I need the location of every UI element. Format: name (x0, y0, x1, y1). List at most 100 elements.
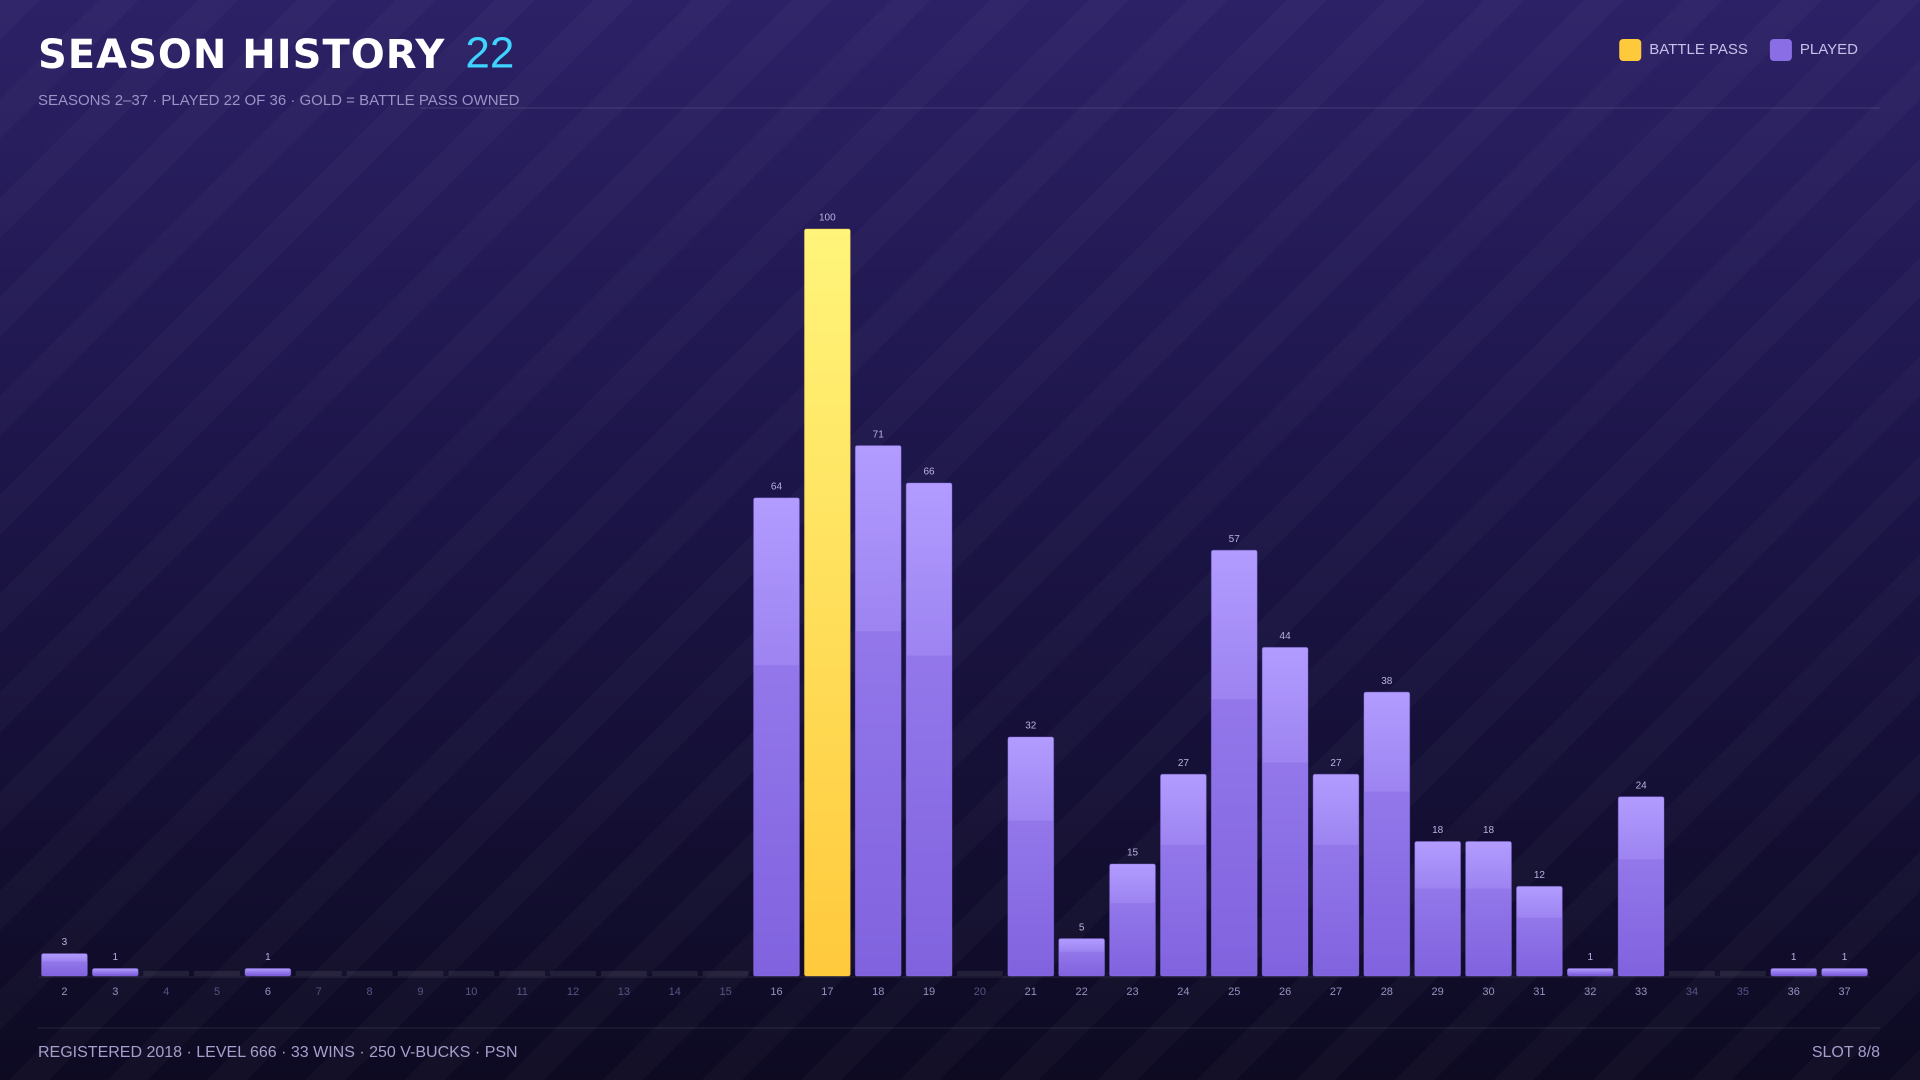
legend-swatch (1619, 39, 1642, 61)
bar-shade (1414, 888, 1461, 976)
value-label: 1 (1842, 952, 1848, 963)
slot-label: SLOT 8/8 (1812, 1044, 1880, 1061)
empty-slot (550, 971, 596, 976)
empty-slot (295, 971, 342, 976)
empty-slot (448, 971, 495, 976)
x-tick-label: 25 (1228, 986, 1240, 998)
legend: PLAYED BATTLE PASS (1619, 39, 1858, 61)
value-label: 15 (1127, 848, 1139, 859)
played-count: 22 (465, 29, 514, 78)
x-tick-label: 13 (618, 986, 630, 998)
bar-shade (1211, 699, 1258, 976)
x-tick-label: 8 (367, 986, 373, 998)
x-tick-label: 28 (1381, 986, 1393, 998)
x-tick-label: 9 (417, 986, 423, 998)
value-label: 18 (1483, 825, 1495, 836)
x-tick-label: 30 (1482, 986, 1494, 998)
empty-slot (499, 971, 546, 976)
x-tick-label: 24 (1177, 986, 1189, 998)
value-label: 1 (1791, 952, 1797, 963)
value-label: 100 (819, 213, 836, 224)
x-tick-label: 3 (112, 986, 118, 998)
x-tick-label: 18 (872, 986, 884, 998)
x-tick-label: 5 (214, 986, 220, 998)
value-label: 38 (1381, 676, 1393, 687)
value-label: 3 (62, 937, 68, 948)
x-tick-label: 35 (1737, 986, 1749, 998)
x-tick-label: 7 (316, 986, 322, 998)
x-tick-label: 12 (567, 986, 579, 998)
x-tick-label: 31 (1533, 986, 1545, 998)
x-tick-label: 27 (1330, 986, 1342, 998)
empty-slot (957, 971, 1003, 976)
bar-shade (1516, 917, 1563, 976)
footer-stats: REGISTERED 2018 · LEVEL 666 · 33 WINS · … (38, 1044, 518, 1061)
x-tick-label: 20 (974, 986, 986, 998)
bar-shade (41, 961, 88, 976)
value-label: 24 (1636, 780, 1648, 791)
x-tick-label: 22 (1076, 986, 1088, 998)
value-label: 44 (1280, 631, 1292, 642)
x-tick-label: 21 (1025, 986, 1037, 998)
empty-slot (1669, 971, 1715, 976)
x-tick-label: 32 (1584, 986, 1596, 998)
legend-label: PLAYED (1800, 41, 1858, 58)
bar-shade (1007, 820, 1054, 976)
bar (803, 228, 851, 977)
empty-slot (346, 971, 393, 976)
chart-title: SEASON HISTORY (38, 32, 445, 78)
value-label: 27 (1178, 758, 1190, 769)
x-tick-label: 14 (669, 986, 681, 998)
bar-shade (906, 655, 952, 976)
x-tick-label: 34 (1686, 986, 1698, 998)
value-label: 64 (771, 482, 783, 493)
bar (91, 968, 139, 977)
bar (1770, 968, 1818, 977)
x-tick-label: 29 (1432, 986, 1444, 998)
bar-shade (753, 665, 800, 976)
empty-slot (1719, 971, 1766, 976)
x-tick-label: 33 (1635, 986, 1647, 998)
bar-shade (855, 631, 902, 976)
subtitle: SEASONS 2–37 · PLAYED 22 OF 36 · GOLD = … (38, 92, 520, 109)
bar-shade (1313, 844, 1359, 976)
value-label: 1 (265, 952, 271, 963)
value-label: 27 (1330, 758, 1342, 769)
empty-slot (702, 971, 749, 976)
value-label: 1 (113, 952, 119, 963)
value-label: 57 (1229, 534, 1241, 545)
bar-shade (1618, 859, 1665, 976)
empty-slot (143, 971, 190, 976)
legend-swatch (1769, 39, 1792, 61)
x-tick-label: 15 (720, 986, 732, 998)
bar (244, 968, 292, 977)
bar-shade (1465, 888, 1512, 976)
empty-slot (651, 971, 698, 976)
x-tick-label: 36 (1788, 986, 1800, 998)
x-tick-label: 11 (516, 986, 527, 998)
legend-label: BATTLE PASS (1649, 41, 1748, 58)
x-tick-label: 2 (61, 986, 67, 998)
x-tick-label: 23 (1126, 986, 1138, 998)
bar (1821, 968, 1868, 977)
bar-shade (1262, 762, 1308, 976)
empty-slot (397, 971, 444, 976)
value-label: 5 (1079, 922, 1085, 933)
x-tick-label: 37 (1838, 986, 1850, 998)
x-tick-label: 17 (821, 986, 833, 998)
empty-slot (601, 971, 647, 976)
x-tick-label: 19 (923, 986, 935, 998)
value-label: 12 (1534, 870, 1546, 881)
value-label: 1 (1587, 952, 1593, 963)
value-label: 32 (1025, 721, 1037, 732)
value-label: 18 (1432, 825, 1444, 836)
x-tick-label: 10 (465, 986, 477, 998)
bar (1566, 968, 1614, 977)
bar-shade (1109, 903, 1156, 976)
value-label: 71 (873, 429, 885, 440)
x-tick-label: 4 (163, 986, 169, 998)
x-tick-label: 16 (770, 986, 782, 998)
